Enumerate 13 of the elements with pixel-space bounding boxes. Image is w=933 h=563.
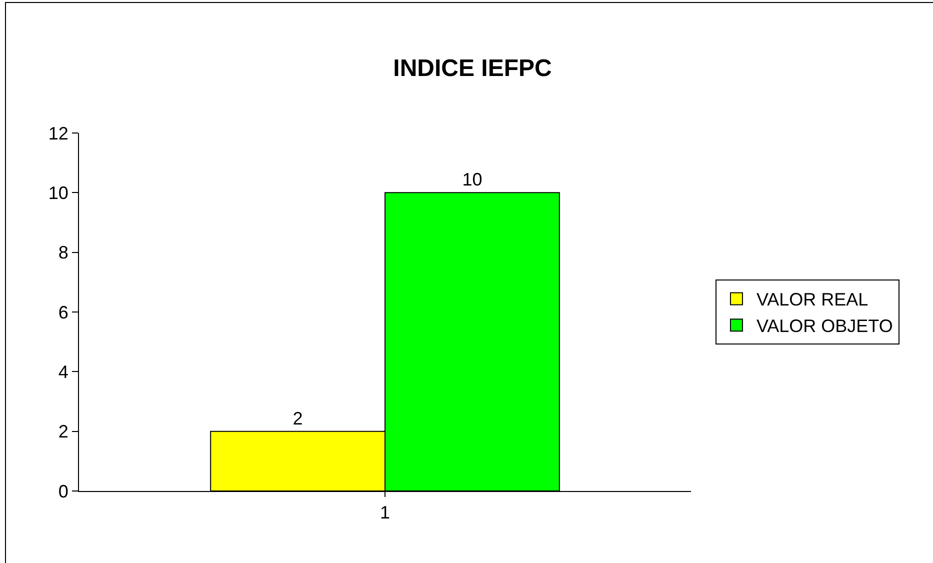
y-tick-label: 0 — [58, 481, 68, 502]
y-tick-label: 4 — [58, 362, 68, 382]
data-label: 2 — [292, 408, 303, 428]
legend-label: VALOR REAL — [756, 290, 868, 310]
y-tick-label: 10 — [48, 182, 68, 203]
y-tick-label: 8 — [58, 242, 68, 263]
y-tick-label: 2 — [58, 422, 68, 442]
data-label: 10 — [462, 170, 482, 190]
y-tick-label: 12 — [48, 123, 68, 144]
chart-title: INDICE IEFPC — [393, 55, 552, 82]
y-tick-label: 6 — [58, 302, 68, 322]
x-tick-label: 1 — [380, 502, 390, 523]
legend-label: VALOR OBJETO — [756, 316, 893, 336]
